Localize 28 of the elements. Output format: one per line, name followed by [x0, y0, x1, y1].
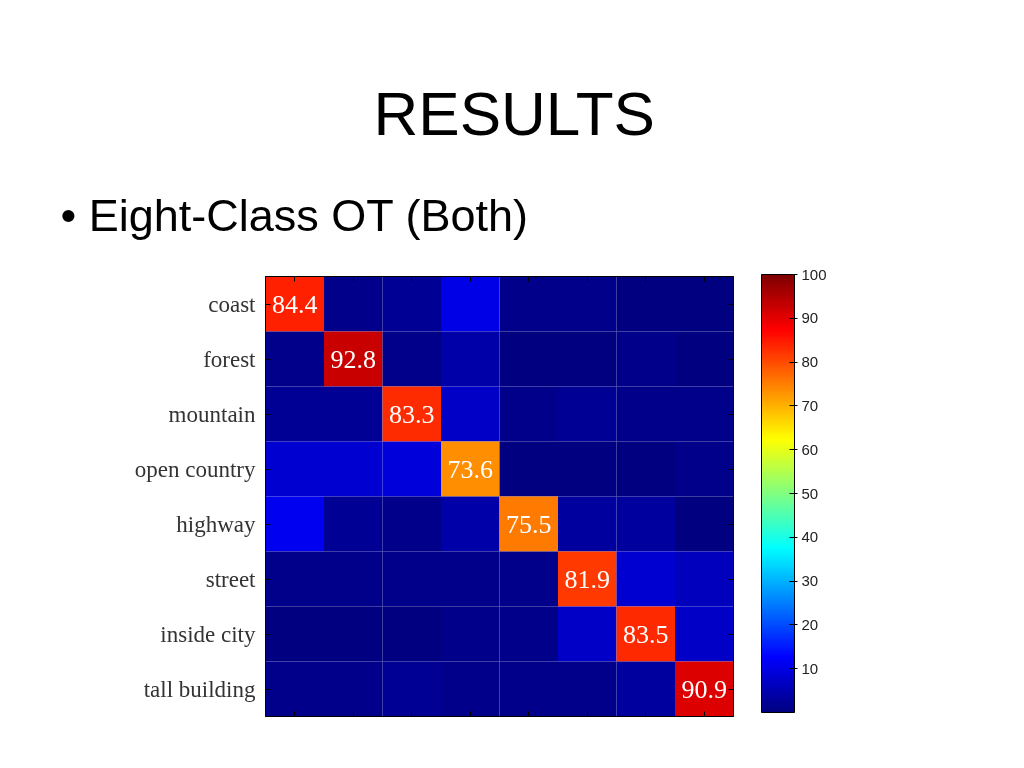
y-tick-label: open country [134, 456, 256, 482]
chart-title: RESULTS [373, 78, 655, 148]
color-bar-label: 30 [801, 572, 819, 590]
data-label: 92.8 [330, 344, 376, 374]
y-tick-label: street [205, 566, 257, 592]
y-tick-label: highway [176, 511, 256, 537]
data-label: 83.3 [389, 399, 435, 429]
y-tick-label: tall building [143, 676, 256, 702]
color-bar-label: 10 [801, 659, 819, 677]
data-label: 83.5 [623, 619, 669, 649]
y-tick-label: forest [203, 346, 257, 372]
data-label: 84.4 [272, 289, 318, 319]
y-tick-label: inside city [160, 621, 256, 647]
y-tick-label: mountain [168, 401, 256, 427]
y-tick-label: coast [208, 291, 257, 317]
color-bar-label: 50 [801, 484, 819, 502]
color-bar-label: 20 [801, 615, 819, 633]
chart-subtitle: • Eight-Class OT (Both) [60, 190, 529, 241]
data-label: 90.9 [681, 674, 727, 704]
color-bar-label: 40 [801, 528, 819, 546]
color-bar-label: 90 [801, 309, 819, 327]
color-bar-label: 80 [801, 353, 819, 371]
color-bar-label: 100 [801, 265, 827, 283]
color-bar-label: 60 [801, 440, 819, 458]
color-bar-label: 70 [801, 396, 819, 414]
data-label: 75.5 [506, 509, 552, 539]
data-label: 73.6 [447, 454, 493, 484]
data-label: 81.9 [564, 564, 610, 594]
